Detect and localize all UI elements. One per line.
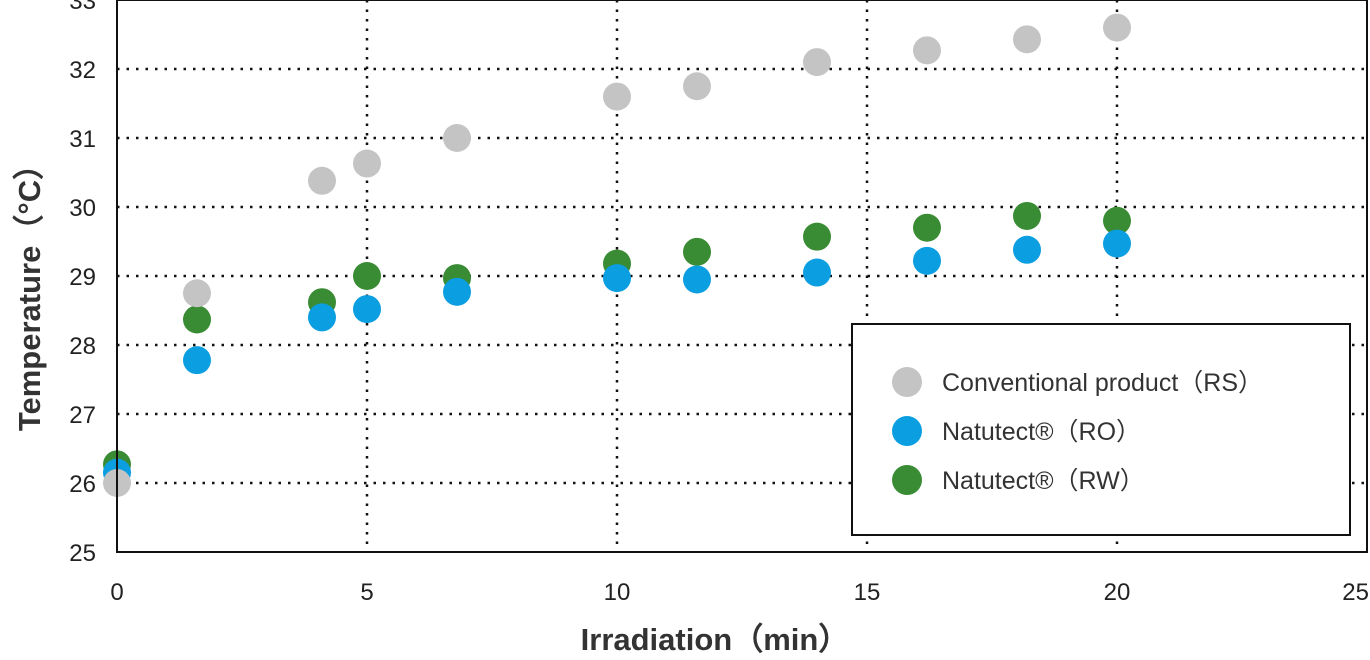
data-point (683, 72, 711, 101)
data-point (183, 305, 211, 334)
data-point (1013, 235, 1041, 264)
data-point (1013, 201, 1041, 230)
legend-marker (892, 465, 922, 495)
data-point (1013, 25, 1041, 54)
plot-area-border (116, 0, 1368, 553)
data-point (913, 246, 941, 275)
data-point (603, 264, 631, 293)
legend: Conventional product（RS） Natutect®（RO） Nat… (851, 323, 1351, 536)
data-point (603, 82, 631, 111)
x-tick-label: 5 (360, 579, 373, 606)
data-point (443, 124, 471, 152)
data-point (353, 295, 381, 324)
x-tick-label: 15 (854, 579, 881, 606)
data-points (103, 13, 1131, 497)
data-point (1103, 206, 1131, 235)
y-tick-label: 30 (69, 195, 96, 222)
data-point (913, 36, 941, 65)
data-point (913, 213, 941, 242)
y-tick-label: 33 (69, 0, 96, 15)
legend-label: Natutect®（RW） (942, 467, 1145, 495)
legend-box (851, 323, 1351, 536)
x-tick-label: 25 (1342, 579, 1369, 606)
y-tick-label: 29 (69, 264, 96, 291)
data-point (308, 166, 336, 195)
x-tick-label: 20 (1104, 579, 1131, 606)
data-point (308, 303, 336, 332)
data-point (683, 265, 711, 294)
data-point (1103, 13, 1131, 42)
tick-labels: 25 26 27 28 29 30 31 32 33 0 5 10 15 20 25 (69, 0, 1369, 606)
legend-label: Natutect®（RO） (942, 418, 1141, 446)
data-point (183, 279, 211, 308)
data-point (683, 237, 711, 266)
legend-marker (892, 367, 922, 397)
data-point (353, 149, 381, 178)
y-tick-label: 25 (69, 540, 96, 567)
x-tick-label: 0 (110, 579, 123, 606)
legend-label: Conventional product（RS） (942, 369, 1263, 397)
y-tick-label: 31 (69, 126, 96, 153)
y-tick-label: 32 (69, 57, 96, 84)
y-tick-label: 28 (69, 333, 96, 360)
y-axis-title: Temperature（°C） (12, 149, 47, 431)
legend-marker (892, 416, 922, 446)
data-point (803, 48, 831, 77)
data-point (443, 277, 471, 306)
x-tick-label: 10 (604, 579, 631, 606)
y-tick-label: 27 (69, 402, 96, 429)
data-point (183, 346, 211, 375)
x-axis-title: Irradiation（min） (581, 622, 850, 657)
data-point (803, 222, 831, 251)
data-point (803, 258, 831, 287)
y-tick-label: 26 (69, 471, 96, 498)
data-point (1103, 229, 1131, 258)
data-point (353, 262, 381, 290)
